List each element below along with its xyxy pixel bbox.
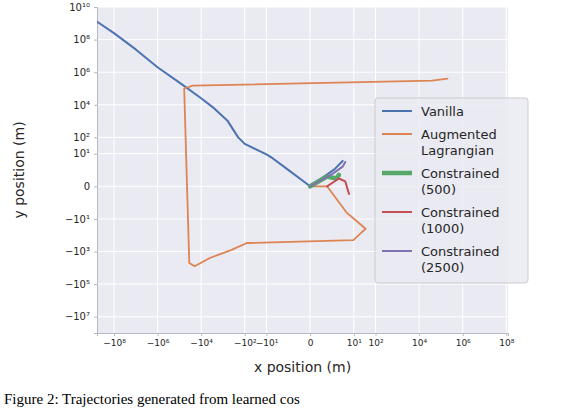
tick-label: −10³ — [65, 246, 90, 257]
tick-label: −10¹ — [256, 338, 279, 348]
series-line — [327, 179, 349, 195]
tick-label: −10⁴ — [190, 338, 213, 348]
tick: 0 — [84, 181, 97, 192]
tick-mark — [94, 137, 97, 138]
tick-mark — [94, 219, 97, 220]
tick-mark — [201, 333, 202, 336]
series-line — [97, 18, 343, 186]
legend-swatch — [382, 250, 412, 252]
tick-mark — [94, 72, 97, 73]
tick-label: 10² — [73, 132, 90, 143]
tick: 10⁶ — [456, 333, 471, 348]
y-axis: −10⁷ −10⁵ −10³ −10¹ 0 10¹ 10² 10⁴ 10⁶ 10⁸ 10¹⁰ — [65, 2, 98, 334]
tick-mark — [419, 333, 420, 336]
tick-mark — [266, 333, 267, 336]
y-grid-line — [97, 7, 508, 8]
tick-label: 10¹ — [73, 148, 90, 159]
legend-swatch — [382, 133, 412, 135]
chart: −10⁸−10⁶−10⁴−10²−10¹010¹10²10⁴10⁶10⁸−10⁷… — [0, 0, 562, 414]
tick-label: −10⁵ — [65, 279, 90, 290]
tick: 10⁶ — [73, 67, 97, 78]
tick: 10² — [73, 132, 97, 143]
y-grid-line — [97, 72, 508, 73]
tick-mark — [94, 154, 97, 155]
tick: 10⁴ — [73, 99, 97, 110]
tick: −10⁸ — [103, 333, 126, 348]
tick-mark — [94, 186, 97, 187]
legend-label: Constrained(2500) — [421, 244, 500, 275]
tick: −10⁷ — [65, 311, 97, 322]
tick-label: 0 — [308, 338, 314, 348]
tick: −10⁴ — [190, 333, 213, 348]
legend-label: Vanilla — [421, 104, 464, 119]
tick-mark — [94, 40, 97, 41]
tick-label: 10⁶ — [73, 67, 90, 78]
axis-line — [94, 8, 98, 334]
y-grid-line — [97, 316, 508, 317]
legend-label: AugmentedLagrangian — [421, 127, 497, 158]
tick-mark — [94, 284, 97, 285]
tick-label: 10⁶ — [456, 338, 471, 348]
tick-label: −10⁶ — [147, 338, 170, 348]
tick: 0 — [308, 333, 314, 348]
tick-mark — [463, 333, 464, 336]
tick-mark — [376, 333, 377, 336]
tick-label: −10⁸ — [103, 338, 126, 348]
tick: 10¹ — [347, 333, 362, 348]
x-axis-title: x position (m) — [254, 359, 351, 375]
grid — [97, 7, 508, 333]
tick: 10¹⁰ — [69, 2, 97, 13]
tick: −10² — [234, 333, 257, 348]
tick: −10⁶ — [147, 333, 170, 348]
tick: 10⁸ — [499, 333, 514, 348]
tick: 10² — [368, 333, 383, 348]
y-grid-line — [97, 284, 508, 285]
axis-line — [98, 334, 509, 337]
legend-label: Constrained(500) — [421, 166, 500, 197]
tick: −10³ — [65, 246, 97, 257]
tick: −10⁵ — [65, 279, 97, 290]
tick-label: 10⁴ — [412, 338, 427, 348]
tick-mark — [94, 105, 97, 106]
tick-label: −10² — [234, 338, 257, 348]
tick-mark — [94, 317, 97, 318]
legend-label: Constrained(1000) — [421, 205, 500, 236]
legend-swatch — [382, 171, 412, 176]
tick: 10¹ — [73, 148, 97, 159]
tick-mark — [310, 333, 311, 336]
tick-label: 0 — [84, 181, 90, 192]
tick-label: 10² — [368, 338, 383, 348]
y-axis-title: y position (m) — [11, 121, 27, 218]
tick-label: −10¹ — [65, 214, 90, 225]
caption: Figure 2: Trajectories generated from le… — [4, 391, 300, 407]
plot-background — [97, 7, 508, 333]
tick-mark — [94, 252, 97, 253]
legend-swatch — [382, 110, 412, 112]
legend: Vanilla AugmentedLagrangian Constrained(50… — [375, 98, 528, 283]
tick-label: −10⁷ — [65, 311, 90, 322]
tick: −10¹ — [65, 214, 97, 225]
legend-swatch — [382, 211, 412, 213]
tick-mark — [354, 333, 355, 336]
tick-mark — [114, 333, 115, 336]
x-axis: −10⁸ −10⁶ −10⁴ −10²−10¹ 0 10¹ 10² 10⁴ 10⁶ 10⁸ — [98, 333, 515, 348]
tick-mark — [245, 333, 246, 336]
legend-box — [375, 98, 528, 283]
tick: −10¹ — [256, 333, 279, 348]
tick-label: 10¹ — [347, 338, 362, 348]
y-grid-line — [97, 39, 508, 40]
series-line — [310, 162, 345, 186]
tick-label: 10⁸ — [73, 34, 90, 45]
tick: 10⁸ — [73, 34, 97, 45]
tick-mark — [506, 333, 507, 336]
tick-label: 10⁸ — [499, 338, 514, 348]
tick-label: 10⁴ — [73, 99, 90, 110]
tick: 10⁴ — [412, 333, 427, 348]
tick-mark — [94, 7, 97, 8]
tick-mark — [158, 333, 159, 336]
tick-label: 10¹⁰ — [69, 2, 90, 13]
